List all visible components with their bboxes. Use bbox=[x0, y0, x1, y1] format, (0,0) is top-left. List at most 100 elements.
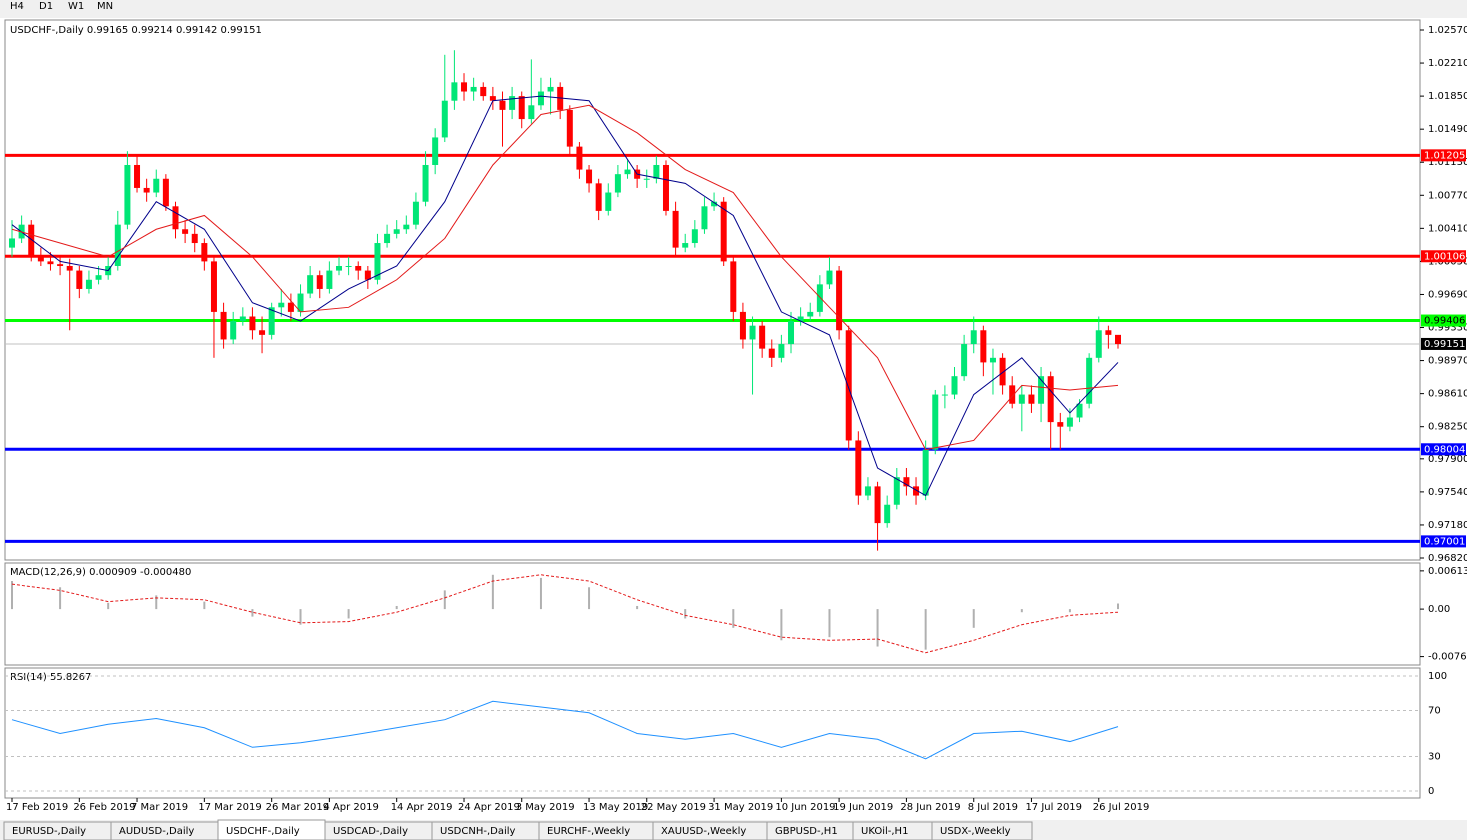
candle-body bbox=[913, 486, 920, 496]
candle-body bbox=[1038, 376, 1045, 404]
candle-body bbox=[691, 229, 698, 244]
candle-body bbox=[662, 164, 669, 211]
tab-label[interactable]: EURUSD-,Daily bbox=[12, 826, 86, 837]
y-tick-label: 1.02570 bbox=[1428, 25, 1467, 36]
y-tick-label: 0.97180 bbox=[1428, 520, 1467, 531]
candle-body bbox=[287, 302, 294, 312]
y-tick-label: -0.007612 bbox=[1428, 652, 1467, 663]
candle-body bbox=[624, 169, 631, 175]
y-tick-label: 70 bbox=[1428, 706, 1441, 717]
candle-body bbox=[778, 344, 785, 358]
tab[interactable] bbox=[931, 821, 1033, 840]
level-tag bbox=[1421, 149, 1466, 162]
x-tick-label: 28 Jun 2019 bbox=[900, 802, 960, 813]
timeframe-button[interactable]: H4 bbox=[10, 1, 24, 12]
x-tick-label: 19 Jun 2019 bbox=[833, 802, 893, 813]
candle-body bbox=[451, 82, 458, 101]
tab-label[interactable]: USDX-,Weekly bbox=[940, 826, 1011, 837]
candle-body bbox=[951, 376, 958, 395]
candle-body bbox=[499, 100, 506, 110]
candle-body bbox=[1095, 330, 1102, 358]
x-tick-label: 26 Feb 2019 bbox=[73, 802, 135, 813]
candle-body bbox=[874, 486, 881, 524]
chart-header: USDCHF-,Daily 0.99165 0.99214 0.99142 0.… bbox=[10, 25, 262, 36]
x-tick-label: 10 Jun 2019 bbox=[775, 802, 835, 813]
candle-body bbox=[922, 449, 929, 496]
candle-body bbox=[739, 311, 746, 340]
candle-body bbox=[307, 275, 314, 294]
candle-body bbox=[768, 348, 775, 358]
y-tick-label: 0.99330 bbox=[1428, 323, 1467, 334]
candle-body bbox=[1047, 376, 1054, 423]
candle-body bbox=[124, 164, 131, 225]
candle-body bbox=[807, 311, 814, 317]
timeframe-button[interactable]: D1 bbox=[39, 1, 53, 12]
candle-body bbox=[855, 440, 862, 496]
candle-body bbox=[249, 316, 256, 331]
level-label: 0.97001 bbox=[1424, 536, 1465, 547]
candle-body bbox=[643, 178, 650, 180]
candle-body bbox=[1115, 334, 1121, 345]
tab-label[interactable]: USDCAD-,Daily bbox=[333, 826, 408, 837]
y-tick-label: 1.00770 bbox=[1428, 190, 1467, 201]
candle-body bbox=[316, 275, 323, 289]
candle-body bbox=[134, 164, 141, 188]
tab-label[interactable]: EURCHF-,Weekly bbox=[547, 826, 630, 837]
y-tick-label: 100 bbox=[1428, 671, 1447, 682]
x-tick-label: 13 May 2019 bbox=[583, 802, 648, 813]
candle-body bbox=[326, 270, 333, 289]
x-tick-label: 17 Jul 2019 bbox=[1025, 802, 1082, 813]
candle-body bbox=[711, 201, 718, 207]
x-tick-label: 3 May 2019 bbox=[516, 802, 575, 813]
tab-label[interactable]: USDCNH-,Daily bbox=[440, 826, 516, 837]
level-tag bbox=[1421, 250, 1466, 263]
tab-label[interactable]: USDCHF-,Daily bbox=[226, 826, 300, 837]
x-tick-label: 26 Mar 2019 bbox=[266, 802, 329, 813]
x-tick-label: 8 Jul 2019 bbox=[968, 802, 1018, 813]
candle-body bbox=[297, 293, 304, 312]
candle-body bbox=[143, 187, 150, 193]
timeframe-button[interactable]: MN bbox=[97, 1, 113, 12]
x-tick-label: 7 Mar 2019 bbox=[131, 802, 188, 813]
candle-body bbox=[210, 261, 217, 312]
candle-body bbox=[970, 330, 977, 345]
candle-body bbox=[335, 265, 342, 271]
candle-body bbox=[1057, 422, 1064, 427]
timeframe-button[interactable]: W1 bbox=[68, 1, 84, 12]
candle-body bbox=[864, 486, 871, 496]
candle-body bbox=[76, 270, 83, 289]
tab-label[interactable]: XAUUSD-,Weekly bbox=[661, 826, 746, 837]
candle-body bbox=[788, 321, 795, 345]
y-tick-label: 0 bbox=[1428, 786, 1434, 797]
candle-body bbox=[605, 192, 612, 211]
candle-body bbox=[836, 270, 843, 331]
level-label: 0.99406 bbox=[1424, 316, 1465, 327]
candle-body bbox=[547, 86, 554, 92]
tab-label[interactable]: UKOil-,H1 bbox=[861, 826, 908, 837]
candle-body bbox=[95, 275, 102, 280]
candle-body bbox=[393, 229, 400, 234]
tab-label[interactable]: GBPUSD-,H1 bbox=[775, 826, 838, 837]
x-tick-label: 31 May 2019 bbox=[708, 802, 773, 813]
candle-body bbox=[961, 344, 968, 377]
candle-body bbox=[422, 164, 429, 202]
candle-body bbox=[797, 316, 804, 322]
candle-body bbox=[826, 270, 833, 285]
candle-body bbox=[701, 206, 708, 230]
candle-body bbox=[153, 178, 160, 193]
tab-label[interactable]: AUDUSD-,Daily bbox=[119, 826, 194, 837]
candle-body bbox=[489, 96, 496, 101]
candle-body bbox=[932, 394, 939, 450]
x-tick-label: 24 Apr 2019 bbox=[458, 802, 520, 813]
candle-body bbox=[403, 224, 410, 230]
rsi-panel bbox=[4, 667, 1421, 799]
candle-body bbox=[114, 224, 121, 266]
level-label: 1.00106 bbox=[1424, 251, 1465, 262]
candle-body bbox=[441, 100, 448, 138]
candle-body bbox=[28, 224, 35, 257]
candle-body bbox=[537, 91, 544, 106]
candle-body bbox=[191, 233, 198, 244]
rsi-line bbox=[11, 700, 1119, 760]
macd-header: MACD(12,26,9) 0.000909 -0.000480 bbox=[10, 567, 191, 578]
x-tick-label: 22 May 2019 bbox=[641, 802, 706, 813]
